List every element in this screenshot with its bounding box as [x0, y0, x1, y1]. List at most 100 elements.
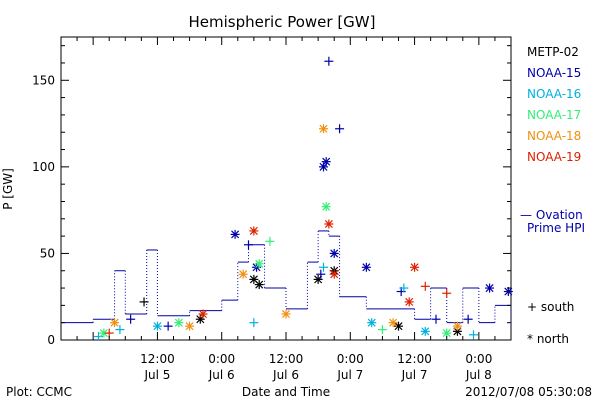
x-tick-label-date: Jul 6 [272, 368, 299, 382]
data-point [198, 309, 208, 319]
marker-stroke [231, 230, 240, 239]
ovation-legend-line2: Prime HPI [527, 221, 585, 235]
marker-legend-north: * north [527, 332, 569, 346]
data-point [485, 283, 495, 293]
data-point [399, 283, 409, 293]
marker-stroke [281, 310, 291, 319]
marker-stroke [239, 270, 248, 279]
data-point [249, 226, 259, 236]
marker-stroke [255, 280, 264, 289]
chart-title: Hemispheric Power [GW] [189, 13, 376, 31]
x-tick-label-time: 0:00 [208, 352, 235, 366]
marker-stroke [367, 318, 376, 327]
data-point [431, 314, 441, 324]
y-axis: 0 50 100 150 [32, 45, 511, 347]
data-point [388, 318, 398, 328]
ovation-hpi-series [61, 230, 512, 327]
marker-stroke [110, 318, 119, 327]
footer-source: Plot: CCMC [6, 385, 72, 399]
satellite-markers [94, 56, 513, 342]
data-point [316, 269, 326, 279]
marker-stroke [322, 157, 331, 166]
x-tick-label-date: Jul 7 [401, 368, 428, 382]
data-point [463, 314, 473, 324]
marker-stroke [198, 310, 207, 319]
legend-entry: NOAA-17 [527, 108, 581, 122]
data-point [265, 236, 275, 246]
data-point [324, 219, 334, 229]
legend-entry: NOAA-19 [527, 150, 581, 164]
marker-stroke [153, 322, 162, 331]
marker-stroke [330, 270, 339, 279]
data-point [394, 321, 403, 331]
data-point [420, 326, 430, 336]
y-axis-label: P [GW] [1, 168, 15, 210]
data-point [420, 281, 430, 291]
legend-entry: METP-02 [527, 45, 579, 59]
x-tick-label-time: 12:00 [397, 352, 432, 366]
data-point [254, 280, 264, 290]
y-tick-label: 0 [47, 333, 55, 347]
legend-entry: NOAA-18 [527, 129, 581, 143]
data-point [238, 269, 248, 279]
data-point [115, 325, 125, 335]
data-point [139, 297, 149, 307]
x-tick-label-time: 0:00 [465, 352, 492, 366]
data-point [377, 325, 387, 335]
data-point [163, 321, 173, 331]
y-tick-label: 50 [40, 246, 55, 260]
footer-timestamp: 2012/07/08 05:30:08 [465, 385, 592, 399]
marker-stroke [330, 249, 339, 258]
data-point [152, 321, 162, 331]
data-point [110, 318, 120, 328]
marker-legend-south: + south [527, 300, 574, 314]
marker-stroke [442, 329, 451, 338]
data-point [410, 262, 420, 272]
marker-stroke [362, 263, 371, 272]
data-point [230, 229, 240, 239]
marker-stroke [99, 329, 108, 338]
data-point [249, 274, 259, 284]
x-tick-label-time: 0:00 [337, 352, 364, 366]
data-point [469, 330, 478, 340]
data-point [126, 314, 136, 324]
data-point [335, 124, 345, 134]
marker-stroke [485, 284, 494, 293]
data-point [503, 287, 513, 297]
data-point [367, 318, 377, 328]
marker-stroke [174, 318, 183, 327]
marker-stroke [405, 297, 414, 306]
data-point [442, 288, 452, 298]
marker-stroke [504, 287, 513, 296]
data-point [94, 332, 103, 342]
x-tick-label-time: 12:00 [140, 352, 175, 366]
data-point [324, 56, 334, 66]
marker-stroke [389, 318, 398, 327]
data-point [319, 124, 328, 134]
marker-stroke [319, 124, 328, 133]
data-point [329, 269, 339, 279]
data-point [319, 262, 328, 272]
marker-stroke [322, 202, 331, 211]
marker-stroke [185, 322, 194, 331]
marker-stroke [249, 226, 258, 235]
data-point [174, 318, 184, 328]
data-point [185, 321, 195, 331]
data-point [254, 259, 264, 269]
x-tick-label-time: 12:00 [269, 352, 304, 366]
marker-stroke [249, 275, 258, 284]
x-tick-label-date: Jul 5 [143, 368, 170, 382]
x-axis: 12:00 Jul 5 0:00 Jul 6 12:00 Jul 6 0:00 Jul 7 12… [60, 37, 512, 382]
data-point [244, 240, 253, 250]
marker-stroke [255, 259, 264, 268]
data-point [404, 297, 414, 307]
data-point [281, 309, 291, 319]
marker-stroke [421, 327, 430, 336]
legend-entry: NOAA-16 [527, 87, 581, 101]
data-point [452, 321, 462, 331]
data-point [361, 262, 371, 272]
legend: METP-02 NOAA-15 NOAA-16 NOAA-17 NOAA-18 NOAA-… [527, 45, 581, 164]
ovation-legend-line1: — Ovation [520, 208, 583, 222]
y-tick-label: 150 [32, 73, 55, 87]
